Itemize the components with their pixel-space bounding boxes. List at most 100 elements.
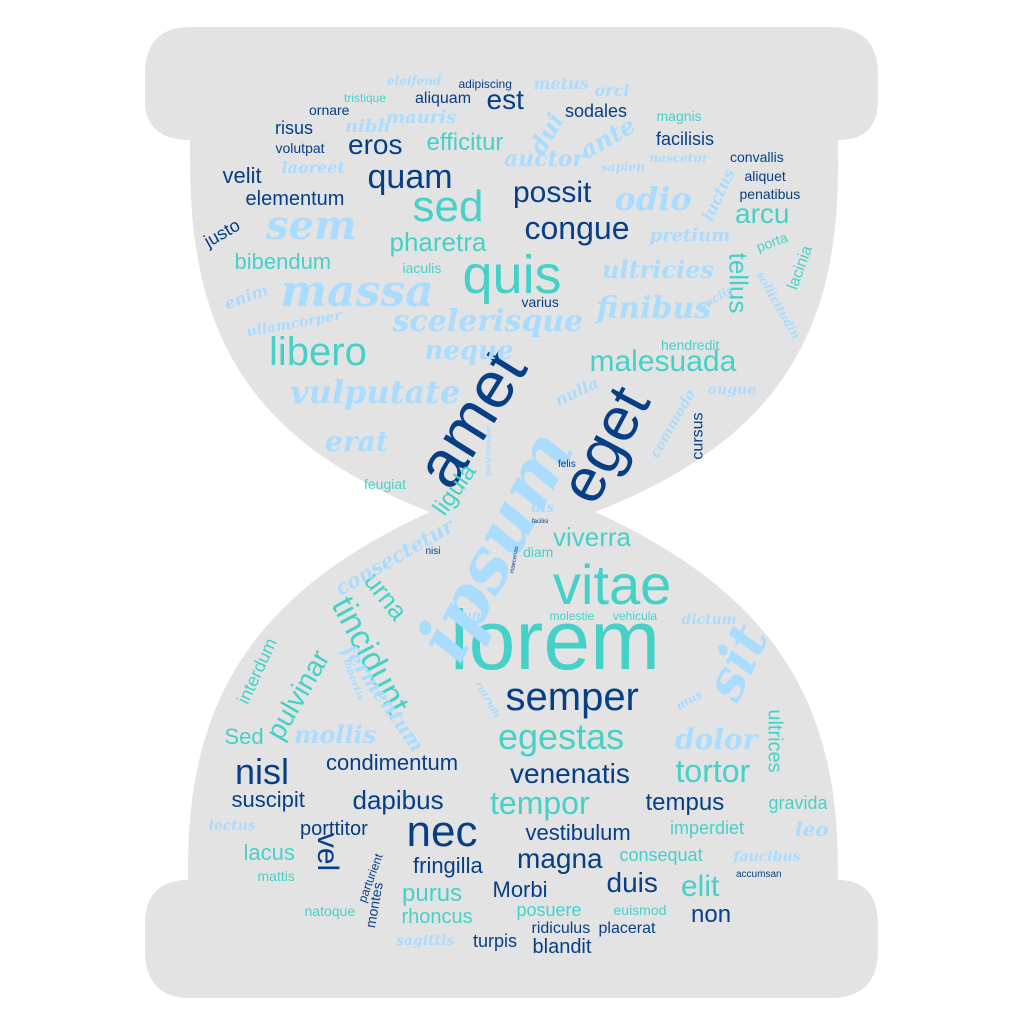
word-morbi: Morbi <box>492 877 548 902</box>
word-egestas: egestas <box>498 716 625 757</box>
word-euismod: euismod <box>613 902 667 918</box>
word-lectus: lectus <box>208 818 256 834</box>
word-mattis: mattis <box>257 868 295 884</box>
word-suscipit: suscipit <box>231 787 305 812</box>
word-diam: diam <box>523 544 554 560</box>
word-venenatis: venenatis <box>510 758 630 789</box>
word-sed: Sed <box>224 724 264 749</box>
word-risus: risus <box>275 118 314 138</box>
word-malesuada: malesuada <box>589 345 737 378</box>
word-elementum: elementum <box>245 188 345 210</box>
word-ridiculus: ridiculus <box>531 920 591 937</box>
word-magnis: magnis <box>656 108 702 124</box>
word-mauris: mauris <box>386 107 457 128</box>
word-faucibus: faucibus <box>733 849 801 865</box>
word-molestie: molestie <box>549 609 595 623</box>
word-iaculis: iaculis <box>402 260 442 276</box>
word-aliquam: aliquam <box>415 90 472 107</box>
word-blandit: blandit <box>532 936 592 958</box>
word-quis: quis <box>462 245 562 305</box>
word-magna: magna <box>517 843 603 874</box>
hourglass-background <box>145 27 878 998</box>
word-finibus: finibus <box>596 291 712 326</box>
word-convallis: convallis <box>730 149 784 165</box>
word-lacus: lacus <box>243 840 295 865</box>
word-scelerisque: scelerisque <box>392 304 584 339</box>
word-eros: eros <box>348 129 403 160</box>
word-fringilla: fringilla <box>413 853 483 878</box>
word-pretium: pretium <box>649 225 731 246</box>
word-ornare: ornare <box>309 102 350 118</box>
word-purus: purus <box>402 880 463 907</box>
word-dolor: dolor <box>675 723 758 756</box>
word-efficitur: efficitur <box>426 129 504 156</box>
word-dapibus: dapibus <box>352 785 444 815</box>
word-sodales: sodales <box>565 101 628 121</box>
word-vestibulum: vestibulum <box>525 820 631 845</box>
word-erat: erat <box>325 425 389 458</box>
word-dictum: dictum <box>681 612 737 628</box>
word-consequat: consequat <box>619 845 703 865</box>
word-placerat: placerat <box>598 920 656 937</box>
word-massa: massa <box>280 266 434 317</box>
word-gravida: gravida <box>768 793 828 813</box>
word-nascetur: nascetur <box>649 151 709 165</box>
word-accumsan: accumsan <box>736 869 782 880</box>
word-libero: libero <box>269 330 367 374</box>
word-felis: felis <box>558 459 576 470</box>
word-porttitor: porttitor <box>300 818 368 840</box>
word-arcu: arcu <box>735 198 790 229</box>
word-lorem: lorem <box>450 593 661 687</box>
word-mollis: mollis <box>294 720 377 749</box>
word-imperdiet: imperdiet <box>670 818 745 838</box>
word-neque: neque <box>424 336 514 366</box>
word-velit: velit <box>222 163 262 188</box>
word-sed: sed <box>412 182 484 231</box>
word-nec: nec <box>406 807 478 856</box>
word-sapien: sapien <box>601 160 645 174</box>
word-turpis: turpis <box>473 931 518 951</box>
word-hendredit: hendredit <box>661 337 720 353</box>
word-ultricies: ultricies <box>602 255 714 284</box>
word-volutpat: volutpat <box>275 140 325 156</box>
word-tempor: tempor <box>490 785 590 821</box>
word-vitae: vitae <box>553 553 672 616</box>
word-facilisis: facilisis <box>656 129 715 149</box>
word-possit: possit <box>513 176 592 209</box>
word-vulputate: vulputate <box>290 373 461 411</box>
word-vehicula: vehicula <box>613 609 658 623</box>
word-congue: congue <box>524 210 630 246</box>
word-est: est <box>486 84 524 115</box>
word-non: non <box>691 901 732 928</box>
word-odio: odio <box>614 180 692 218</box>
word-eleifend: eleifend <box>387 74 442 88</box>
word-auctor: auctor <box>504 146 585 172</box>
word-posuere: posuere <box>516 900 582 920</box>
word-pellentesque: pellentesque <box>483 424 493 476</box>
word-metus: metus <box>533 74 589 93</box>
word-bibendum: bibendum <box>234 249 332 274</box>
word-nunc: nunc <box>454 608 488 622</box>
word-condimentum: condimentum <box>326 750 459 775</box>
word-nisi: nisi <box>425 546 441 557</box>
word-tristique: tristique <box>344 91 387 105</box>
word-pharetra: pharetra <box>389 227 487 257</box>
word-ultrices: ultrices <box>763 709 786 773</box>
word-viverra: viverra <box>553 522 632 552</box>
word-laoreet: laoreet <box>281 158 345 177</box>
word-augue: augue <box>708 382 757 398</box>
word-elit: elit <box>681 870 720 903</box>
word-sem: sem <box>266 202 357 249</box>
word-rhoncus: rhoncus <box>401 906 473 928</box>
word-cursus: cursus <box>689 412 707 460</box>
word-leo: leo <box>795 817 829 841</box>
word-tempus: tempus <box>645 789 725 816</box>
word-quam: quam <box>367 158 453 196</box>
word-adipiscing: adipiscing <box>458 77 512 91</box>
word-natoque: natoque <box>304 903 356 919</box>
word-dis: dis <box>531 500 555 516</box>
word-nibh: nibh <box>345 116 391 137</box>
word-duis: duis <box>606 867 658 898</box>
